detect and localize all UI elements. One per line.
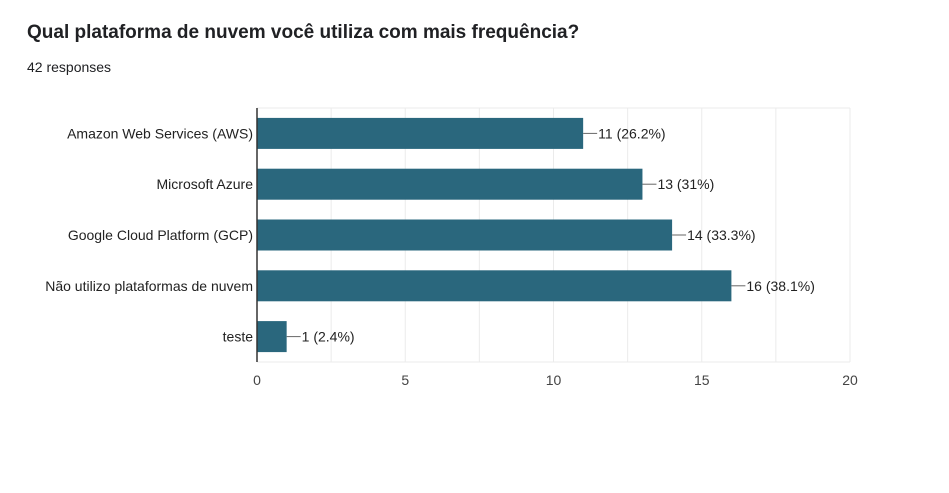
x-tick-label: 5 bbox=[401, 372, 409, 388]
x-tick-label: 15 bbox=[694, 372, 710, 388]
category-label: Não utilizo plataformas de nuvem bbox=[45, 278, 253, 294]
data-label: 11 (26.2%) bbox=[598, 125, 665, 141]
data-label: 14 (33.3%) bbox=[687, 227, 755, 243]
category-label: teste bbox=[223, 329, 254, 345]
bar bbox=[257, 117, 584, 149]
data-label: 1 (2.4%) bbox=[302, 329, 355, 345]
bar bbox=[257, 219, 673, 251]
bar bbox=[257, 321, 287, 353]
x-tick-label: 10 bbox=[546, 372, 562, 388]
data-label: 13 (31%) bbox=[657, 176, 714, 192]
category-label: Google Cloud Platform (GCP) bbox=[68, 227, 253, 243]
category-label: Microsoft Azure bbox=[157, 176, 254, 192]
bar bbox=[257, 270, 732, 302]
bar bbox=[257, 168, 643, 200]
response-count: 42 responses bbox=[27, 59, 112, 75]
category-label: Amazon Web Services (AWS) bbox=[67, 125, 253, 141]
x-tick-label: 0 bbox=[253, 372, 261, 388]
question-title: Qual plataforma de nuvem você utiliza co… bbox=[27, 22, 580, 43]
data-label: 16 (38.1%) bbox=[746, 278, 814, 294]
x-tick-label: 20 bbox=[842, 372, 858, 388]
